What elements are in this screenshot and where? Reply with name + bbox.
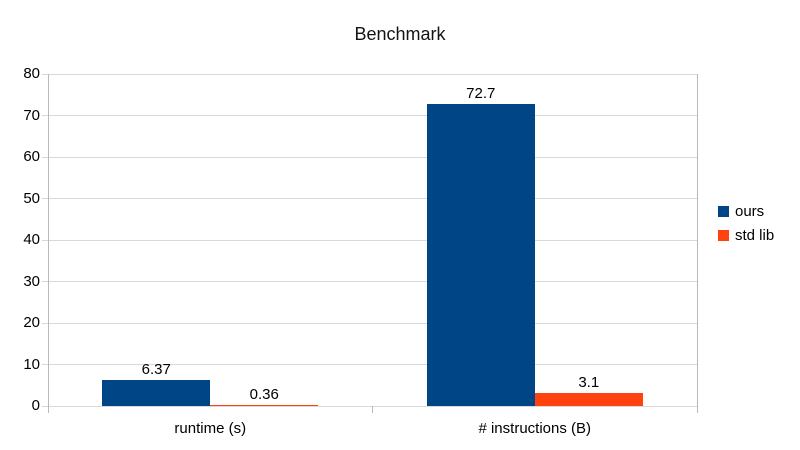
y-axis-tick-label: 60 (23, 148, 40, 165)
gridline (42, 364, 697, 365)
y-axis-line (48, 74, 49, 413)
gridline (42, 281, 697, 282)
bar-std-lib-1 (534, 393, 643, 406)
bar-std-lib-0 (210, 404, 319, 406)
legend-label: std lib (735, 227, 775, 244)
legend-swatch (718, 230, 729, 241)
plot-right-border (697, 74, 698, 413)
x-axis-tick (372, 406, 373, 413)
y-axis-tick-label: 40 (23, 231, 40, 248)
y-axis-tick-label: 80 (23, 65, 40, 82)
gridline (42, 115, 697, 116)
bar-ours-0 (102, 379, 211, 406)
gridline (42, 156, 697, 158)
gridline (42, 405, 697, 407)
legend: ours std lib (718, 203, 774, 244)
bar-value-label: 72.7 (466, 85, 496, 103)
y-axis-tick-label: 70 (23, 106, 40, 124)
gridline (42, 73, 697, 75)
bar-value-label: 3.1 (578, 374, 600, 392)
x-axis-category-label: # instructions (B) (478, 420, 592, 437)
legend-swatch (718, 206, 729, 217)
legend-item: std lib (718, 227, 774, 244)
legend-item: ours (718, 203, 774, 220)
x-axis-category-label: runtime (s) (174, 420, 247, 437)
y-axis-tick-label: 0 (31, 397, 40, 414)
y-axis-tick-label: 10 (23, 355, 40, 373)
legend-label: ours (735, 203, 765, 220)
bar-value-label: 6.37 (141, 360, 171, 378)
gridline (42, 322, 697, 324)
gridline (42, 198, 697, 199)
y-axis-tick-label: 30 (23, 272, 40, 290)
bar-ours-1 (426, 104, 535, 406)
y-axis-tick-label: 20 (23, 314, 40, 331)
y-axis-tick-label: 50 (23, 189, 40, 207)
bar-value-label: 0.36 (249, 385, 279, 403)
chart-title: Benchmark (354, 24, 446, 44)
gridline (42, 239, 697, 241)
